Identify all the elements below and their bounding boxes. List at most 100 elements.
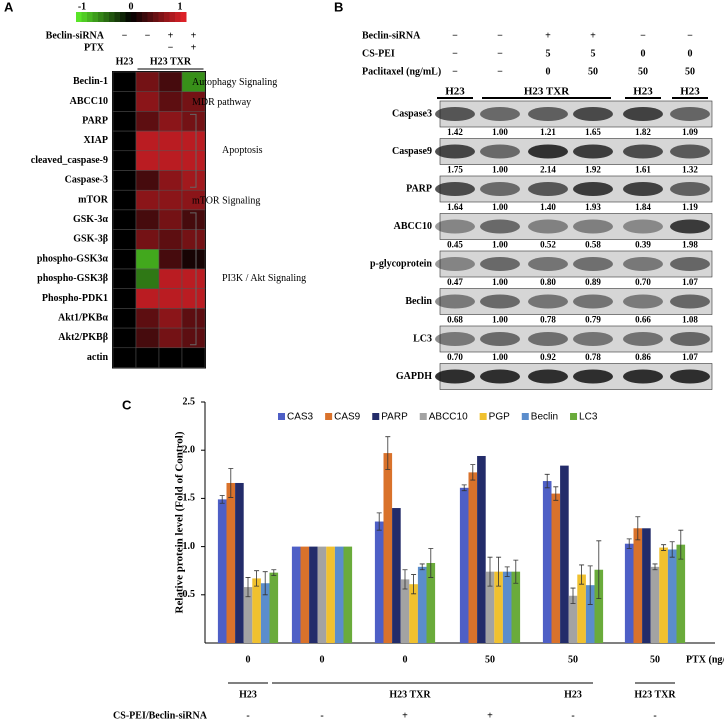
blot-band [623,219,663,234]
blot-band [623,182,663,196]
band-value: 0.70 [635,277,651,287]
bar [300,546,310,643]
condition-value: − [687,30,693,41]
error-bar [544,473,550,489]
blot-label: Caspase9 [392,146,432,157]
bar [417,566,427,643]
colorbar-segment [131,12,137,22]
bar [326,546,335,643]
blot-band [435,182,475,196]
bar [650,566,660,643]
x-tick-label: 0 [246,654,251,665]
blot-band [528,182,568,196]
error-bar [596,540,602,600]
bar [560,465,569,643]
bar [459,487,469,643]
heatmap-cell [112,91,137,112]
condition-value: − [497,66,503,77]
row-label: GSK-3β [73,234,108,245]
heatmap-cell [158,189,183,211]
heatmap-cell [112,150,137,171]
treatment-value: - [571,710,574,721]
heatmap-cell [135,288,160,309]
bar [374,521,384,643]
blot-band [435,294,475,309]
condition-name: Beclin-siRNA [362,30,421,41]
band-value: 0.78 [540,315,556,325]
bar [577,574,586,643]
band-value: 1.00 [492,352,508,362]
blot-band [480,182,520,196]
blot-band [623,332,663,346]
error-bar [385,436,391,470]
row-label: GSK-3α [73,214,108,225]
band-value: 0.47 [447,277,463,287]
band-value: 0.89 [585,277,601,287]
blot-band [480,257,520,271]
bar [477,455,486,643]
error-bar [669,541,675,558]
colorbar-tick-label: -1 [78,1,86,12]
error-bar [428,548,434,578]
band-value: 0.52 [540,240,556,250]
group-label: H23 TXR [634,689,676,700]
group-label: H23 TXR [524,86,570,98]
blot-band [573,369,613,384]
band-value: 1.64 [447,202,463,212]
group-label: H23 [680,86,700,98]
condition-value: 50 [685,66,695,77]
condition-value: − [168,42,174,53]
band-value: 1.00 [492,202,508,212]
heatmap-cell [112,130,137,152]
legend-label: PGP [489,412,510,423]
condition-name: PTX [84,42,105,53]
blot-label: ABCC10 [394,221,432,232]
row-label: Beclin-1 [73,76,108,87]
band-value: 1.08 [682,315,698,325]
error-bar [419,563,425,571]
blot-band [528,369,568,384]
blot-band [480,294,520,309]
row-label: Caspase-3 [65,175,108,186]
condition-value: − [452,66,458,77]
heatmap-cell [158,308,183,329]
blot-band [573,257,613,271]
error-bar [496,556,502,587]
heatmap-cell [112,170,137,191]
error-bar [487,556,493,587]
error-bar [461,484,467,492]
blot-band [435,257,475,271]
heatmap-cell [158,111,183,132]
heatmap-cell [158,130,183,152]
blot-band [623,294,663,309]
treatment-value: - [320,710,323,721]
band-value: 0.58 [585,240,601,250]
row-label: mTOR [78,194,109,205]
blot-band [623,107,663,121]
heatmap-cell [181,268,206,289]
blot-label: GAPDH [396,371,432,382]
heatmap-cell [181,288,206,309]
panel-label: B [334,0,343,14]
blot-label: PARP [406,183,432,194]
heatmap-cell [135,111,160,132]
bar [594,569,604,643]
blot-band [528,332,568,346]
band-value: 1.00 [492,277,508,287]
bar [409,584,418,643]
colorbar-segment [125,12,132,22]
colorbar-segment [81,12,88,22]
bar [400,579,410,643]
band-value: 1.07 [682,352,698,362]
bar [667,549,677,643]
blot-band [573,294,613,309]
legend-swatch [278,413,285,420]
band-value: 0.66 [635,315,651,325]
error-bar [553,486,559,501]
band-value: 1.98 [682,240,698,250]
band-value: 0.79 [585,315,601,325]
legend-swatch [479,413,487,420]
condition-name: Beclin-siRNA [46,30,105,41]
band-value: 1.19 [682,202,698,212]
